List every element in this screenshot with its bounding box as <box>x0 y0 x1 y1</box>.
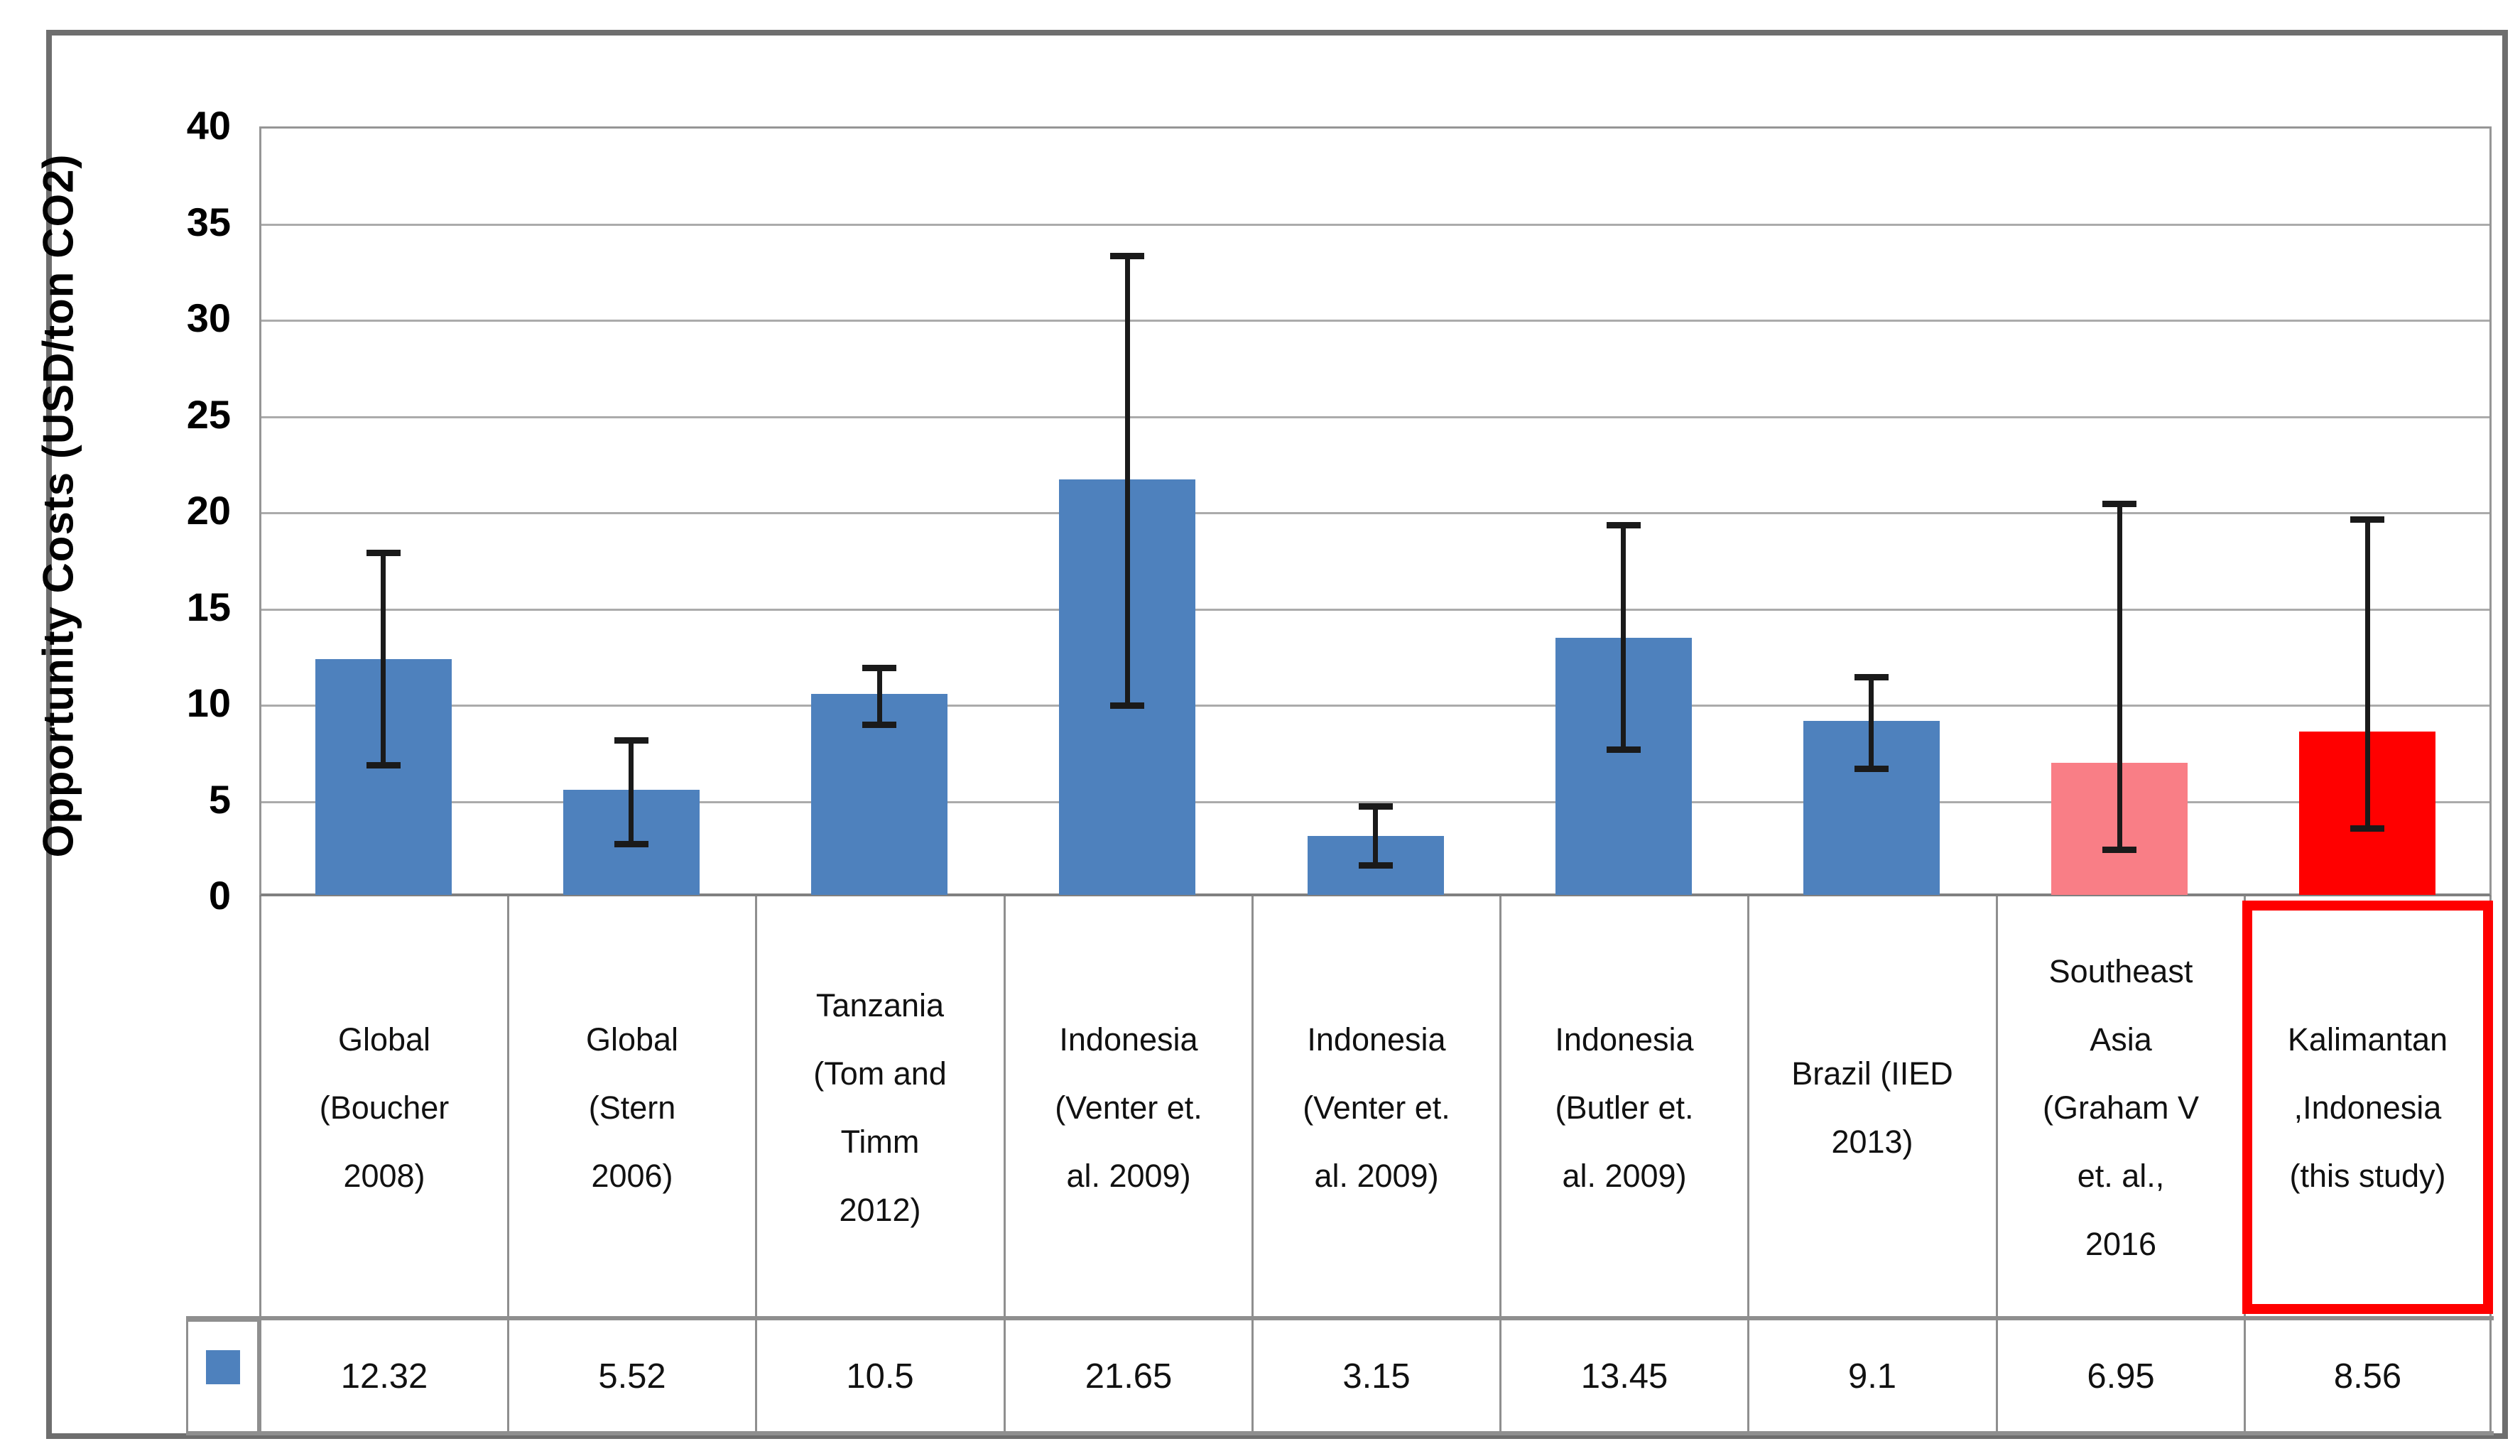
y-axis-title: Opportunity Costs (USD/ton CO2) <box>34 153 82 858</box>
category-label-line: Indonesia <box>1059 1021 1198 1058</box>
error-bar-cap-top-2 <box>614 737 648 744</box>
y-tick-label-10: 10 <box>186 680 231 726</box>
error-bar-cap-top-1 <box>366 550 401 557</box>
category-label-line: et. al., <box>2077 1158 2165 1194</box>
category-label-line: Brazil (IIED <box>1791 1055 1953 1092</box>
table-value-cell-4: 21.65 <box>1004 1320 1251 1433</box>
category-label-line: al. 2009) <box>1066 1158 1191 1194</box>
category-label-line: al. 2009) <box>1314 1158 1439 1194</box>
table-value-cell-9: 8.56 <box>2244 1320 2492 1433</box>
error-bar-cap-top-3 <box>862 664 897 671</box>
error-bar-cap-top-6 <box>1606 521 1641 528</box>
table-row-bottom-border <box>186 1431 2494 1435</box>
category-label-line: (Graham V <box>2042 1090 2200 1126</box>
category-label-line: 2008) <box>343 1158 425 1194</box>
category-label-line: 2006) <box>591 1158 673 1194</box>
error-bar-cap-bottom-1 <box>366 761 401 768</box>
category-cell-6: Indonesia (Butler et. al. 2009) <box>1499 896 1747 1320</box>
error-bar-line-5 <box>1373 805 1378 866</box>
gridline-35 <box>261 223 2489 226</box>
error-bar-cap-top-5 <box>1358 803 1393 810</box>
gridline-20 <box>261 512 2489 514</box>
y-tick-label-40: 40 <box>186 103 231 148</box>
category-label-line: (Tom and <box>813 1055 947 1092</box>
y-tick-label-35: 35 <box>186 199 231 244</box>
error-bar-cap-top-7 <box>1854 674 1889 681</box>
table-value-cell-1: 12.32 <box>259 1320 507 1433</box>
category-label-line: Global <box>337 1021 431 1058</box>
gridline-15 <box>261 608 2489 611</box>
category-cell-8: Southeast Asia (Graham V et. al., 2016 <box>1996 896 2244 1320</box>
y-tick-label-30: 30 <box>186 295 231 341</box>
category-label-line: 2016 <box>2085 1226 2157 1262</box>
category-label-line: Southeast <box>2048 953 2193 989</box>
category-label-line: Global <box>585 1021 679 1058</box>
category-label-line: (Butler et. <box>1555 1090 1694 1126</box>
figure-border-frame <box>46 30 2508 1439</box>
error-bar-cap-bottom-2 <box>614 840 648 847</box>
gridline-10 <box>261 705 2489 707</box>
category-label-line: ,Indonesia <box>2293 1090 2442 1126</box>
highlight-box-this-study <box>2242 901 2493 1314</box>
category-label-line: Kalimantan <box>2287 1021 2448 1058</box>
y-tick-label-5: 5 <box>208 776 231 822</box>
error-bar-cap-bottom-8 <box>2102 846 2137 853</box>
category-cell-2: Global (Stern 2006) <box>507 896 755 1320</box>
table-value-cell-3: 10.5 <box>755 1320 1003 1433</box>
category-cell-9: Kalimantan ,Indonesia (this study) <box>2244 896 2492 1320</box>
y-tick-label-0: 0 <box>208 873 231 918</box>
error-bar-cap-bottom-9 <box>2350 825 2385 832</box>
category-label-line: 2012) <box>839 1192 921 1228</box>
error-bar-line-4 <box>1124 255 1130 706</box>
category-label-line: (Stern <box>588 1090 676 1126</box>
error-bar-cap-bottom-4 <box>1110 702 1145 709</box>
category-cell-1: Global (Boucher 2008) <box>259 896 507 1320</box>
category-label-line: Indonesia <box>1307 1021 1446 1058</box>
category-label-line: Timm <box>840 1124 920 1160</box>
table-value-cell-5: 3.15 <box>1251 1320 1499 1433</box>
error-bar-cap-top-8 <box>2102 501 2137 508</box>
error-bar-cap-bottom-5 <box>1358 862 1393 869</box>
table-row-top-border <box>186 1316 2494 1320</box>
category-label-line: Asia <box>2090 1021 2152 1058</box>
error-bar-line-6 <box>1621 524 1626 751</box>
error-bar-line-9 <box>2364 518 2370 830</box>
gridline-30 <box>261 320 2489 322</box>
category-label-line: al. 2009) <box>1562 1158 1687 1194</box>
error-bar-cap-bottom-7 <box>1854 766 1889 773</box>
error-bar-cap-bottom-3 <box>862 721 897 728</box>
category-label-line: (Venter et. <box>1055 1090 1202 1126</box>
table-value-cell-7: 9.1 <box>1747 1320 1995 1433</box>
error-bar-cap-top-9 <box>2350 516 2385 523</box>
error-bar-line-2 <box>629 740 634 844</box>
category-cell-7: Brazil (IIED 2013) <box>1747 896 1995 1320</box>
table-value-cell-8: 6.95 <box>1996 1320 2244 1433</box>
category-label-line: Tanzania <box>815 987 945 1023</box>
table-value-cell-2: 5.52 <box>507 1320 755 1433</box>
error-bar-line-8 <box>2117 504 2122 850</box>
category-label-line: (this study) <box>2289 1158 2446 1194</box>
error-bar-cap-top-4 <box>1110 252 1145 259</box>
category-cell-4: Indonesia (Venter et. al. 2009) <box>1004 896 1251 1320</box>
category-label-line: Indonesia <box>1555 1021 1694 1058</box>
category-cell-3: Tanzania (Tom and Timm 2012) <box>755 896 1003 1320</box>
error-bar-line-3 <box>876 667 882 725</box>
y-tick-label-15: 15 <box>186 584 231 629</box>
table-value-cell-6: 13.45 <box>1499 1320 1747 1433</box>
category-label-line: 2013) <box>1831 1124 1913 1160</box>
gridline-5 <box>261 800 2489 803</box>
series-legend-marker <box>205 1350 240 1384</box>
legend-cell <box>186 1320 259 1433</box>
y-tick-label-20: 20 <box>186 488 231 533</box>
category-cell-5: Indonesia (Venter et. al. 2009) <box>1251 896 1499 1320</box>
error-bar-line-1 <box>381 553 386 766</box>
gridline-25 <box>261 415 2489 418</box>
category-label-line: (Boucher <box>319 1090 450 1126</box>
error-bar-cap-bottom-6 <box>1606 746 1641 754</box>
y-tick-label-25: 25 <box>186 391 231 437</box>
error-bar-line-7 <box>1869 677 1874 770</box>
category-label-line: (Venter et. <box>1303 1090 1450 1126</box>
